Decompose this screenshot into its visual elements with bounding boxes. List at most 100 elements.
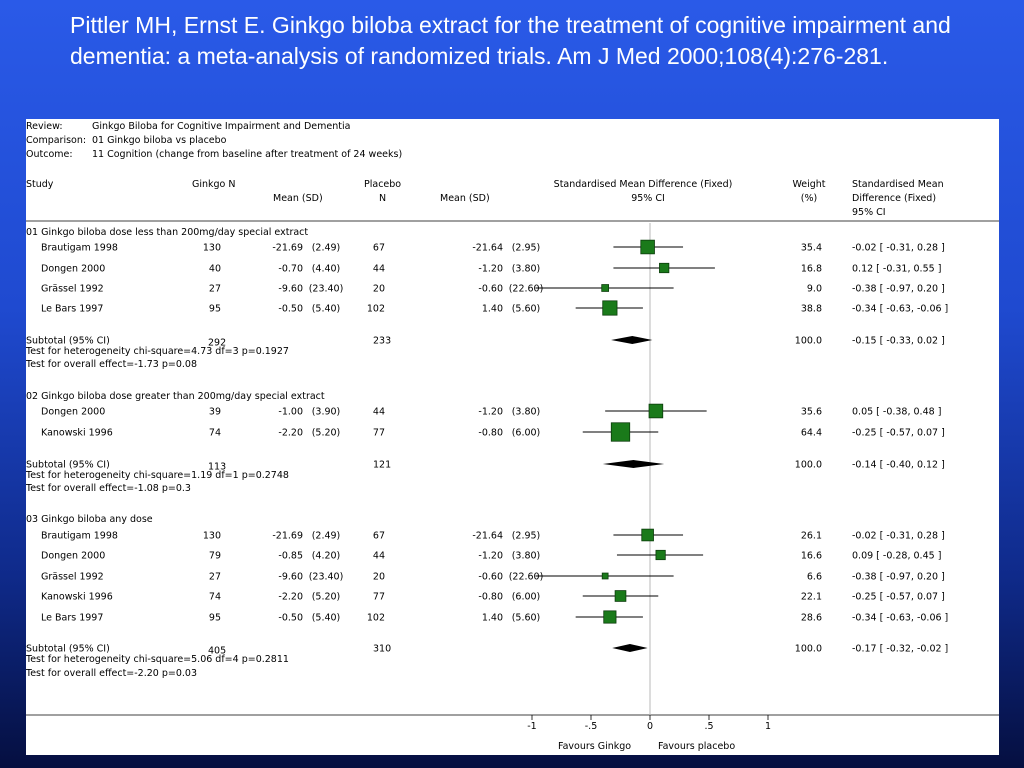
study-ci-text: -0.02 [ -0.31, 0.28 ] xyxy=(852,243,945,254)
placebo-n: 20 xyxy=(373,284,385,295)
placebo-n: 20 xyxy=(373,572,385,583)
header-effect-2: Difference (Fixed) xyxy=(852,193,936,204)
placebo-mean: -1.20 xyxy=(478,264,503,275)
ginkgo-sd: (3.90) xyxy=(312,407,341,418)
study-ci-text: 0.05 [ -0.38, 0.48 ] xyxy=(852,407,941,418)
study-weight-box xyxy=(601,572,609,580)
placebo-n: 67 xyxy=(373,531,385,542)
study-weight: 28.6 xyxy=(801,613,822,624)
placebo-n: 102 xyxy=(367,304,385,315)
study-name: Le Bars 1997 xyxy=(41,613,103,624)
header-smd: Standardised Mean Difference (Fixed) xyxy=(554,179,733,190)
group-title: 01 Ginkgo biloba dose less than 200mg/da… xyxy=(26,227,308,238)
header-weight: Weight xyxy=(792,179,825,190)
meta-label: Review: xyxy=(26,121,63,132)
placebo-sd: (22.60) xyxy=(509,284,544,295)
study-weight-box xyxy=(640,239,655,255)
meta-value: 01 Ginkgo biloba vs placebo xyxy=(92,135,227,146)
study-ci-text: -0.25 [ -0.57, 0.07 ] xyxy=(852,428,945,439)
favours-placebo-label: Favours placebo xyxy=(658,741,735,752)
subtotal-weight: 100.0 xyxy=(795,336,822,347)
study-weight-box xyxy=(602,300,618,316)
ginkgo-sd: (23.40) xyxy=(309,284,344,295)
ginkgo-n: 74 xyxy=(209,592,221,603)
placebo-sd: (2.95) xyxy=(512,531,541,542)
subtotal-diamond xyxy=(611,336,653,344)
placebo-n: 44 xyxy=(373,551,385,562)
study-name: Brautigam 1998 xyxy=(41,243,118,254)
placebo-mean: -0.60 xyxy=(478,572,503,583)
ginkgo-n: 130 xyxy=(203,531,221,542)
subtotal-weight: 100.0 xyxy=(795,460,822,471)
ginkgo-n: 130 xyxy=(203,243,221,254)
header-weight-unit: (%) xyxy=(801,193,817,204)
axis-tick-label: .5 xyxy=(704,721,713,732)
study-weight-box xyxy=(659,262,670,274)
ginkgo-mean: -1.00 xyxy=(278,407,303,418)
forest-plot-svg: Review: Ginkgo Biloba for Cognitive Impai… xyxy=(26,121,999,752)
subtotal-weight: 100.0 xyxy=(795,644,822,655)
header-ginkgo-n: Ginkgo N xyxy=(192,179,236,190)
ginkgo-mean: -2.20 xyxy=(278,428,303,439)
header-study: Study xyxy=(26,179,54,190)
ginkgo-mean: -0.85 xyxy=(278,551,303,562)
ginkgo-sd: (23.40) xyxy=(309,572,344,583)
study-weight: 35.6 xyxy=(801,407,822,418)
placebo-n: 67 xyxy=(373,243,385,254)
study-weight: 35.4 xyxy=(801,243,822,254)
subtotal-diamond xyxy=(602,460,665,468)
ginkgo-sd: (2.49) xyxy=(312,243,341,254)
study-ci-text: -0.02 [ -0.31, 0.28 ] xyxy=(852,531,945,542)
placebo-mean: 1.40 xyxy=(482,613,503,624)
ginkgo-sd: (2.49) xyxy=(312,531,341,542)
placebo-mean: -1.20 xyxy=(478,407,503,418)
ginkgo-n: 79 xyxy=(209,551,221,562)
subtotal-placebo-n: 310 xyxy=(373,644,391,655)
heterogeneity-test: Test for heterogeneity chi-square=4.73 d… xyxy=(26,346,289,357)
ginkgo-sd: (4.20) xyxy=(312,551,341,562)
subtotal-ci-text: -0.17 [ -0.32, -0.02 ] xyxy=(852,644,948,655)
study-weight-box xyxy=(601,284,610,292)
subtotal-diamond xyxy=(612,644,648,652)
axis-tick-label: -.5 xyxy=(585,721,598,732)
heterogeneity-test: Test for heterogeneity chi-square=5.06 d… xyxy=(26,654,289,665)
ginkgo-n: 27 xyxy=(209,572,221,583)
subtotal-label: Subtotal (95% CI) xyxy=(26,644,110,655)
ginkgo-n: 27 xyxy=(209,284,221,295)
study-name: Dongen 2000 xyxy=(41,264,105,275)
header-placebo-n: N xyxy=(379,193,386,204)
ginkgo-sd: (4.40) xyxy=(312,264,341,275)
study-ci-text: -0.25 [ -0.57, 0.07 ] xyxy=(852,592,945,603)
placebo-n: 44 xyxy=(373,264,385,275)
subtotal-label: Subtotal (95% CI) xyxy=(26,460,110,471)
study-ci-text: 0.09 [ -0.28, 0.45 ] xyxy=(852,551,941,562)
subtotal-ci-text: -0.15 [ -0.33, 0.02 ] xyxy=(852,336,945,347)
overall-effect-test: Test for overall effect=-1.73 p=0.08 xyxy=(26,359,197,370)
study-name: Dongen 2000 xyxy=(41,551,105,562)
study-name: Kanowski 1996 xyxy=(41,428,113,439)
study-weight-box xyxy=(648,403,664,419)
ginkgo-mean: -9.60 xyxy=(278,572,303,583)
study-weight: 38.8 xyxy=(801,304,822,315)
placebo-n: 102 xyxy=(367,613,385,624)
study-weight-box xyxy=(603,610,617,624)
ginkgo-n: 40 xyxy=(209,264,221,275)
study-weight-box xyxy=(614,590,627,602)
ginkgo-n: 39 xyxy=(209,407,221,418)
study-weight: 16.8 xyxy=(801,264,822,275)
meta-value: 11 Cognition (change from baseline after… xyxy=(92,149,402,160)
placebo-mean: -21.64 xyxy=(472,243,503,254)
overall-effect-test: Test for overall effect=-1.08 p=0.3 xyxy=(26,483,191,494)
ginkgo-mean: -21.69 xyxy=(272,243,303,254)
placebo-n: 44 xyxy=(373,407,385,418)
ginkgo-sd: (5.40) xyxy=(312,304,341,315)
placebo-sd: (3.80) xyxy=(512,407,541,418)
study-weight-box xyxy=(641,528,654,542)
subtotal-label: Subtotal (95% CI) xyxy=(26,336,110,347)
meta-value: Ginkgo Biloba for Cognitive Impairment a… xyxy=(92,121,350,132)
ginkgo-mean: -0.50 xyxy=(278,613,303,624)
meta-label: Comparison: xyxy=(26,135,86,146)
placebo-sd: (3.80) xyxy=(512,551,541,562)
placebo-sd: (3.80) xyxy=(512,264,541,275)
placebo-sd: (22.60) xyxy=(509,572,544,583)
